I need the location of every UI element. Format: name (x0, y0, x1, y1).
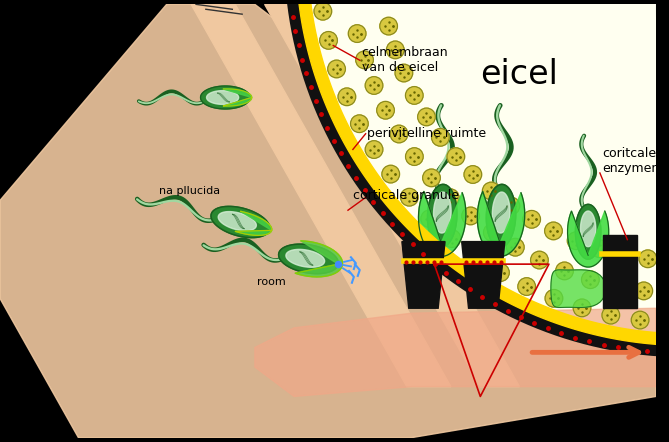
Polygon shape (419, 191, 466, 256)
Polygon shape (603, 235, 637, 308)
Polygon shape (582, 215, 594, 231)
Polygon shape (296, 0, 662, 345)
Circle shape (405, 87, 423, 104)
Circle shape (338, 88, 356, 106)
Polygon shape (223, 89, 252, 106)
Circle shape (417, 108, 436, 126)
Circle shape (380, 17, 397, 35)
Circle shape (314, 2, 332, 20)
Text: room: room (257, 277, 286, 287)
Polygon shape (218, 212, 256, 231)
Circle shape (608, 278, 626, 295)
Polygon shape (0, 4, 656, 438)
Circle shape (482, 182, 500, 200)
Circle shape (518, 278, 535, 295)
Circle shape (632, 311, 649, 329)
Circle shape (365, 76, 383, 94)
Circle shape (635, 282, 652, 300)
Polygon shape (477, 191, 524, 256)
Circle shape (462, 207, 480, 225)
Circle shape (423, 169, 440, 187)
Polygon shape (294, 0, 662, 347)
Circle shape (349, 25, 366, 42)
Polygon shape (581, 211, 596, 247)
Circle shape (556, 262, 573, 280)
Circle shape (591, 240, 608, 258)
Polygon shape (211, 206, 270, 238)
Polygon shape (427, 184, 457, 248)
Circle shape (567, 232, 585, 250)
Polygon shape (191, 4, 451, 387)
Polygon shape (210, 92, 224, 103)
Circle shape (502, 197, 520, 215)
Polygon shape (223, 213, 240, 226)
Polygon shape (295, 241, 343, 277)
Polygon shape (225, 215, 236, 224)
Circle shape (484, 224, 501, 241)
Polygon shape (286, 249, 324, 267)
Circle shape (573, 299, 591, 317)
Polygon shape (402, 242, 445, 308)
Polygon shape (207, 91, 239, 104)
Circle shape (615, 246, 632, 263)
Text: corticale granule: corticale granule (353, 189, 459, 202)
Polygon shape (486, 184, 516, 248)
Polygon shape (438, 200, 447, 211)
Circle shape (443, 230, 461, 248)
Circle shape (390, 125, 408, 143)
Polygon shape (201, 86, 250, 109)
Circle shape (328, 60, 345, 78)
Polygon shape (290, 251, 308, 264)
Polygon shape (462, 242, 505, 308)
Polygon shape (213, 94, 221, 101)
Polygon shape (551, 270, 606, 308)
Polygon shape (278, 244, 339, 274)
Polygon shape (255, 308, 656, 396)
Circle shape (356, 51, 373, 69)
Circle shape (405, 148, 423, 165)
Circle shape (320, 31, 337, 49)
Circle shape (351, 115, 368, 133)
Circle shape (377, 101, 394, 119)
Circle shape (467, 248, 484, 265)
Polygon shape (494, 197, 508, 215)
Polygon shape (492, 192, 510, 233)
Polygon shape (497, 200, 506, 211)
Polygon shape (567, 211, 609, 267)
Circle shape (382, 165, 399, 183)
Circle shape (421, 210, 439, 228)
Polygon shape (294, 253, 304, 262)
Circle shape (401, 188, 418, 206)
Polygon shape (436, 197, 450, 215)
Circle shape (365, 141, 383, 158)
Circle shape (602, 306, 619, 324)
Circle shape (395, 64, 413, 82)
Circle shape (387, 41, 404, 59)
Polygon shape (265, 4, 520, 387)
Circle shape (432, 129, 449, 146)
Circle shape (545, 222, 562, 240)
Circle shape (447, 148, 465, 165)
Circle shape (492, 264, 509, 282)
Circle shape (545, 290, 563, 307)
Polygon shape (575, 204, 601, 259)
Polygon shape (584, 218, 592, 228)
Circle shape (464, 166, 482, 183)
Circle shape (506, 238, 524, 256)
Circle shape (581, 271, 599, 289)
Polygon shape (235, 211, 272, 236)
Text: na pllucida: na pllucida (159, 186, 220, 196)
Circle shape (531, 251, 549, 269)
Text: eicel: eicel (480, 58, 558, 91)
Polygon shape (434, 192, 451, 233)
Text: coritcale
enzymen: coritcale enzymen (602, 146, 659, 175)
Text: perivitelline ruimte: perivitelline ruimte (367, 127, 486, 140)
Circle shape (639, 250, 657, 267)
Circle shape (523, 210, 541, 228)
Circle shape (442, 189, 459, 206)
Text: celmembraan
van de eicel: celmembraan van de eicel (362, 46, 448, 73)
